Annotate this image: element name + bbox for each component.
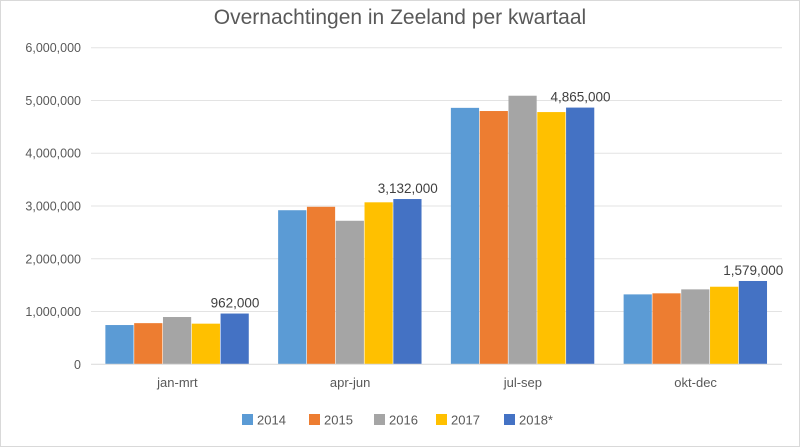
- legend: 2014 2015 2016 2017 2018*: [242, 413, 553, 428]
- legend-swatch: [242, 414, 253, 425]
- bar-2014-jan-mrt: [105, 325, 134, 365]
- legend-label: 2015: [324, 413, 353, 428]
- legend-item: 2018*: [504, 413, 553, 428]
- data-label: 962,000: [211, 296, 260, 311]
- bar-2015-apr-jun: [306, 206, 336, 365]
- x-tick-label: jul-sep: [503, 375, 542, 390]
- y-axis-ticks: 0 1,000,000 2,000,000 3,000,000 4,000,000 5,0…: [25, 41, 81, 372]
- legend-swatch: [504, 414, 515, 425]
- bar-2018-okt-dec: [738, 280, 768, 365]
- y-tick-label: 1,000,000: [25, 305, 81, 319]
- y-tick-label: 2,000,000: [25, 252, 81, 266]
- x-tick-label: jan-mrt: [156, 375, 198, 390]
- legend-label: 2017: [451, 413, 480, 428]
- bar-2014-okt-dec: [623, 294, 652, 365]
- bar-2015-jan-mrt: [134, 323, 163, 365]
- bar-2017-okt-dec: [710, 286, 739, 365]
- legend-item: 2016: [374, 413, 418, 428]
- y-tick-label: 0: [74, 358, 81, 372]
- data-label: 4,865,000: [550, 90, 610, 105]
- bar-2016-okt-dec: [681, 289, 710, 365]
- x-tick-label: apr-jun: [330, 375, 370, 390]
- data-label: 1,579,000: [723, 263, 783, 278]
- bar-2016-apr-jun: [335, 220, 364, 365]
- bar-2018-apr-jun: [393, 199, 422, 365]
- y-tick-label: 6,000,000: [25, 41, 81, 55]
- legend-label: 2016: [389, 413, 418, 428]
- legend-item: 2015: [309, 413, 353, 428]
- legend-label: 2018*: [519, 413, 553, 428]
- bar-2017-apr-jun: [364, 202, 393, 365]
- bar-2018-jan-mrt: [220, 313, 249, 365]
- legend-swatch: [374, 414, 385, 425]
- y-tick-label: 5,000,000: [25, 94, 81, 108]
- data-label: 3,132,000: [378, 181, 438, 196]
- legend-swatch: [309, 414, 320, 425]
- bar-2015-jul-sep: [479, 111, 508, 365]
- chart-title: Overnachtingen in Zeeland per kwartaal: [214, 6, 586, 29]
- bar-2015-okt-dec: [652, 293, 681, 365]
- legend-swatch: [436, 414, 447, 425]
- x-tick-label: okt-dec: [674, 375, 717, 390]
- legend-item: 2017: [436, 413, 480, 428]
- bar-2017-jan-mrt: [191, 323, 220, 365]
- bar-2016-jul-sep: [508, 95, 537, 365]
- gridlines: [91, 47, 782, 313]
- bar-2018-jul-sep: [566, 107, 595, 365]
- bar-2014-jul-sep: [450, 107, 480, 365]
- legend-label: 2014: [257, 413, 286, 428]
- bar-2016-jan-mrt: [162, 317, 192, 365]
- legend-item: 2014: [242, 413, 286, 428]
- y-tick-label: 3,000,000: [25, 200, 81, 214]
- data-labels: 962,000 3,132,000 4,865,000 1,579,000: [211, 90, 784, 311]
- x-axis-categories: jan-mrt apr-jun jul-sep okt-dec: [156, 375, 717, 390]
- bar-2014-apr-jun: [278, 210, 307, 365]
- y-tick-label: 4,000,000: [25, 147, 81, 161]
- bar-2017-jul-sep: [537, 112, 566, 365]
- bars: [105, 95, 768, 365]
